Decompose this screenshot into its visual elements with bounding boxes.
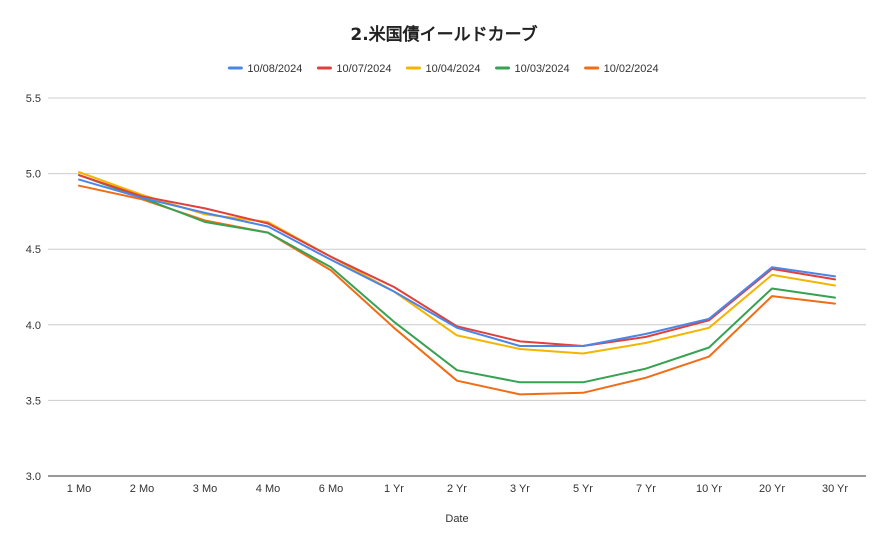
legend-label: 10/02/2024 (604, 63, 659, 75)
legend-label: 10/04/2024 (425, 63, 480, 75)
x-tick-label: 10 Yr (696, 483, 722, 495)
series-line[interactable] (78, 184, 836, 396)
series-line[interactable] (78, 171, 836, 355)
x-tick-label: 7 Yr (636, 483, 656, 495)
legend-item[interactable]: 10/02/2024 (584, 63, 659, 75)
legend-label: 10/07/2024 (336, 63, 391, 75)
series-line[interactable] (78, 178, 836, 347)
chart-title: 2.米国債イールドカーブ (350, 24, 537, 45)
y-tick-label: 4.5 (26, 244, 41, 256)
x-tick-label: 1 Yr (384, 483, 404, 495)
series-line[interactable] (78, 174, 836, 347)
legend-label: 10/03/2024 (515, 63, 570, 75)
x-tick-label: 3 Mo (193, 483, 217, 495)
x-tick-label: 3 Yr (510, 483, 530, 495)
y-tick-label: 3.0 (26, 471, 41, 483)
gridlines (48, 97, 866, 477)
x-tick-label: 30 Yr (822, 483, 848, 495)
series-line[interactable] (78, 174, 836, 384)
x-tick-label: 2 Yr (447, 483, 467, 495)
legend-label: 10/08/2024 (247, 63, 302, 75)
legend-item[interactable]: 10/03/2024 (495, 63, 570, 75)
y-tick-label: 4.0 (26, 320, 41, 332)
legend-item[interactable]: 10/08/2024 (227, 63, 302, 75)
x-tick-label: 2 Mo (130, 483, 154, 495)
x-tick-label: 4 Mo (256, 483, 280, 495)
x-axis-title: Date (445, 513, 468, 525)
y-axis: 3.0 3.5 4.0 4.5 5.0 5.5 (26, 93, 41, 483)
y-tick-label: 5.5 (26, 93, 41, 105)
legend-item[interactable]: 10/04/2024 (405, 63, 481, 75)
y-tick-label: 5.0 (26, 169, 41, 181)
x-tick-label: 20 Yr (759, 483, 785, 495)
y-tick-label: 3.5 (26, 395, 41, 407)
x-tick-label: 6 Mo (319, 483, 343, 495)
legend-item[interactable]: 10/07/2024 (316, 63, 391, 75)
legend: 10/08/2024 10/07/2024 10/04/2024 10/03/2024… (227, 63, 659, 75)
series-lines (78, 171, 836, 396)
x-axis: 1 Mo 2 Mo 3 Mo 4 Mo 6 Mo 1 Yr 2 Yr 3 Yr 5 Yr 7 Yr… (67, 483, 849, 495)
x-tick-label: 1 Mo (67, 483, 91, 495)
x-tick-label: 5 Yr (573, 483, 593, 495)
